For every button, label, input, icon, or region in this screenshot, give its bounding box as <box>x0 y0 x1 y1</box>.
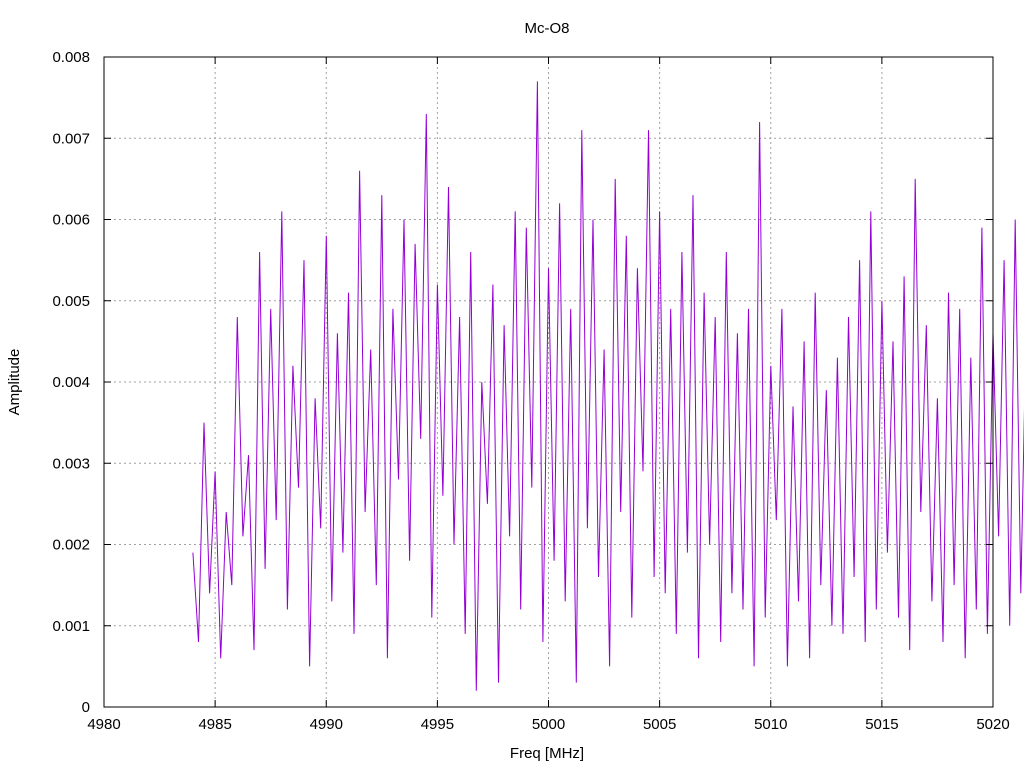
x-tick-label: 4990 <box>310 716 343 733</box>
y-tick-label: 0.006 <box>52 212 90 229</box>
y-tick-label: 0.007 <box>52 130 90 147</box>
series-line <box>192 81 1024 691</box>
y-tick-label: 0.008 <box>52 49 90 66</box>
y-tick-label: 0 <box>82 699 90 716</box>
x-axis-label: Freq [MHz] <box>510 745 584 762</box>
x-axis: 4980 4985 4990 4995 5000 5005 5010 5015 5020 <box>87 57 1010 733</box>
x-tick-label: 5015 <box>865 716 898 733</box>
y-tick-label: 0.002 <box>52 537 90 554</box>
chart-title: Mc-O8 <box>525 20 570 37</box>
x-tick-label: 5005 <box>643 716 676 733</box>
x-tick-label: 4995 <box>421 716 454 733</box>
y-tick-label: 0.003 <box>52 455 90 472</box>
x-tick-label: 4985 <box>198 716 231 733</box>
x-tick-label: 5010 <box>754 716 787 733</box>
y-tick-label: 0.001 <box>52 618 90 635</box>
y-axis-label: Amplitude <box>6 349 23 416</box>
grid-lines <box>104 57 993 707</box>
x-tick-label: 5000 <box>532 716 565 733</box>
x-tick-label: 5020 <box>976 716 1009 733</box>
y-tick-label: 0.004 <box>52 374 90 391</box>
x-tick-label: 4980 <box>87 716 120 733</box>
series-layer <box>192 81 1024 691</box>
y-tick-label: 0.005 <box>52 293 90 310</box>
y-axis: 0 0.001 0.002 0.003 0.004 0.005 0.006 0.007 0.00… <box>52 49 993 716</box>
